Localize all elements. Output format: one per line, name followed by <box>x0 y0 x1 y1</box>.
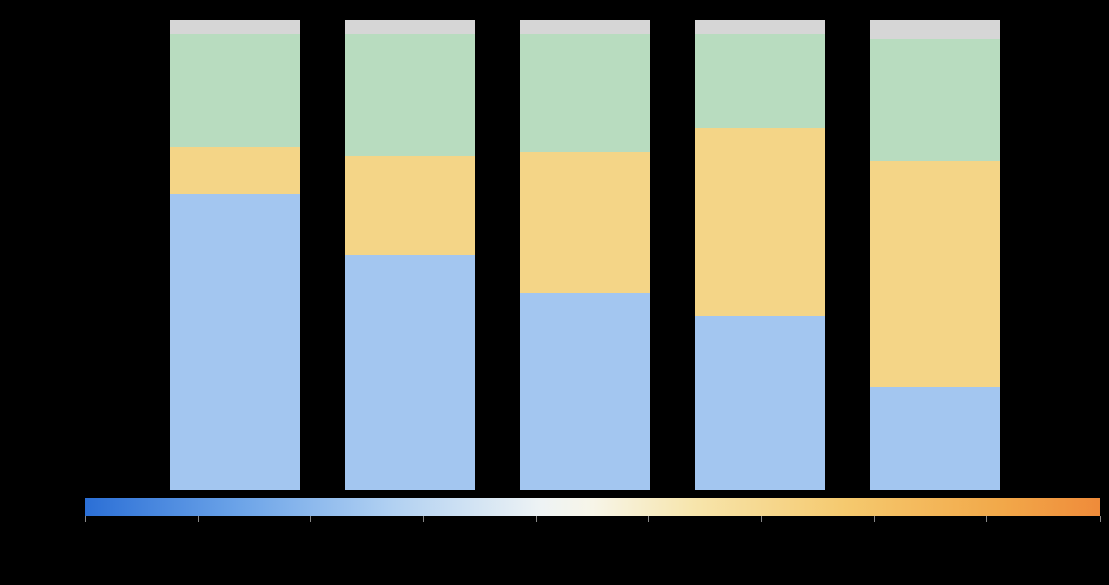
colorbar-tick-4 <box>536 516 537 522</box>
colorbar-tick-2 <box>310 516 311 522</box>
bar-2 <box>520 20 650 490</box>
bar-2-segment-0 <box>520 293 650 490</box>
bar-3 <box>695 20 825 490</box>
colorbar-tick-5 <box>648 516 649 522</box>
bar-0-segment-2 <box>170 34 300 147</box>
bar-4 <box>870 20 1000 490</box>
bar-1-segment-1 <box>345 156 475 255</box>
colorbar-tick-3 <box>423 516 424 522</box>
bar-4-segment-2 <box>870 39 1000 161</box>
bar-4-segment-0 <box>870 387 1000 490</box>
colorbar-tick-9 <box>1100 516 1101 522</box>
bar-1-segment-2 <box>345 34 475 156</box>
bar-0-segment-1 <box>170 147 300 194</box>
bar-3-segment-1 <box>695 128 825 316</box>
bar-4-segment-3 <box>870 20 1000 39</box>
colorbar-tick-7 <box>874 516 875 522</box>
bar-1-segment-0 <box>345 255 475 490</box>
bar-2-segment-3 <box>520 20 650 34</box>
bar-2-segment-1 <box>520 152 650 293</box>
bar-0-segment-0 <box>170 194 300 490</box>
colorbar-tick-1 <box>198 516 199 522</box>
colorbar-tick-8 <box>986 516 987 522</box>
stacked-bar-chart <box>60 20 1109 560</box>
bar-3-segment-3 <box>695 20 825 34</box>
bar-3-segment-0 <box>695 316 825 490</box>
bar-1-segment-3 <box>345 20 475 34</box>
bar-4-segment-1 <box>870 161 1000 387</box>
colorbar-tick-0 <box>85 516 86 522</box>
bar-0-segment-3 <box>170 20 300 34</box>
colorbar-tick-6 <box>761 516 762 522</box>
colorbar <box>85 498 1100 516</box>
bar-2-segment-2 <box>520 34 650 152</box>
plot-area <box>170 20 1000 490</box>
colorbar-gradient <box>85 498 1100 516</box>
bar-1 <box>345 20 475 490</box>
bar-3-segment-2 <box>695 34 825 128</box>
bar-0 <box>170 20 300 490</box>
